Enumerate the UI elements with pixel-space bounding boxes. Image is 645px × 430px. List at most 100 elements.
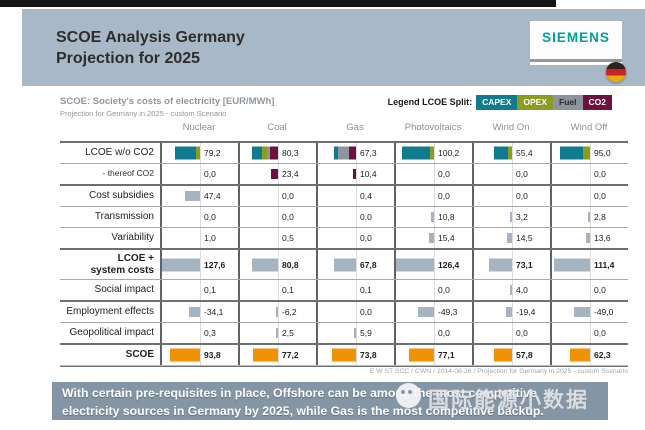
data-cell: 62,3 [550, 345, 628, 365]
cell-value: 77,1 [438, 350, 455, 360]
zero-tick [356, 164, 357, 184]
cell-value: 3,2 [516, 212, 528, 222]
data-cell: 126,4 [394, 250, 472, 279]
data-cell: 23,4 [238, 164, 316, 184]
zero-tick [356, 250, 357, 279]
data-cell: 3,2 [472, 207, 550, 227]
data-cell: 4,0 [472, 280, 550, 300]
row-label: Variability [111, 232, 154, 244]
value-bar [271, 169, 278, 179]
data-cell: 77,2 [238, 345, 316, 365]
zero-tick [512, 164, 513, 184]
data-cell: 0,0 [472, 323, 550, 343]
data-cell: 127,6 [160, 250, 238, 279]
zero-tick [434, 345, 435, 365]
cell-value: 0,1 [204, 285, 216, 295]
cell-value: 0,0 [516, 191, 528, 201]
cell-value: 0,5 [282, 233, 294, 243]
cell-value: -6,2 [282, 307, 297, 317]
cell-value: 0,0 [516, 169, 528, 179]
value-bar [189, 307, 200, 317]
legend-chip-opex: OPEX [517, 95, 554, 110]
data-cell: 15,4 [394, 228, 472, 248]
cell-value: 127,6 [204, 259, 226, 270]
zero-tick [278, 250, 279, 279]
zero-tick [356, 345, 357, 365]
cell-value: 79,2 [204, 148, 221, 158]
cell-value: 0,0 [360, 307, 372, 317]
value-bar [494, 146, 512, 160]
cell-value: 2,5 [282, 328, 294, 338]
zero-tick [278, 207, 279, 227]
data-cell: 0,0 [160, 207, 238, 227]
data-cell: 93,8 [160, 345, 238, 365]
data-cell: 0,0 [316, 228, 394, 248]
cell-value: 55,4 [516, 148, 533, 158]
data-cell: 0,5 [238, 228, 316, 248]
cell-value: 57,8 [516, 350, 533, 360]
cell-value: -34,1 [204, 307, 224, 317]
legend-chip-fuel: Fuel [553, 95, 583, 110]
cell-value: 0,0 [282, 191, 294, 201]
zero-tick [356, 228, 357, 248]
data-cell: 0,0 [394, 280, 472, 300]
table-row: LCOE w/o CO2 79,2 80,3 67,3 100,2 55,4 95,0 [60, 141, 628, 163]
cell-value: 100,2 [438, 148, 460, 158]
cell-value: 0,1 [282, 285, 294, 295]
zero-tick [278, 228, 279, 248]
wechat-icon [396, 383, 421, 408]
data-cell: 111,4 [550, 250, 628, 279]
zero-tick [200, 164, 201, 184]
bar-segment-opex [508, 146, 512, 160]
table-row: Social impact 0,1 0,1 0,1 0,0 4,0 0,0 [60, 279, 628, 300]
zero-tick [278, 143, 279, 163]
table-row: Transmission 0,0 0,0 0,0 10,8 3,2 2,8 [60, 206, 628, 227]
footer-note: E W ST SCC / CWN / 2014-08-26 / Projecti… [369, 368, 628, 375]
cell-value: 1,0 [204, 233, 216, 243]
zero-tick [590, 302, 591, 322]
data-cell: 95,0 [550, 143, 628, 163]
value-bar [162, 258, 200, 271]
zero-tick [434, 323, 435, 343]
zero-tick [278, 345, 279, 365]
zero-tick [590, 345, 591, 365]
zero-tick [200, 186, 201, 206]
column-header: Nuclear [182, 122, 216, 133]
value-bar [510, 212, 512, 222]
value-bar [586, 233, 590, 243]
zero-tick [278, 323, 279, 343]
data-cell: 0,0 [472, 186, 550, 206]
page-title: SCOE Analysis Germany Projection for 202… [56, 28, 245, 70]
value-bar [175, 146, 200, 160]
value-bar [332, 348, 356, 362]
value-bar [252, 258, 278, 271]
value-bar [170, 348, 200, 362]
cell-value: -19,4 [516, 307, 536, 317]
zero-tick [200, 143, 201, 163]
cell-value: 10,4 [360, 169, 377, 179]
zero-tick [512, 280, 513, 300]
bar-segment-capex [402, 146, 430, 160]
cell-value: 80,8 [282, 259, 299, 270]
watermark-text: 国际能源小数据 [428, 389, 589, 412]
zero-tick [590, 250, 591, 279]
data-cell: 0,0 [394, 164, 472, 184]
data-cell: 80,8 [238, 250, 316, 279]
cell-value: 73,1 [516, 259, 533, 270]
cell-value: 62,3 [594, 350, 611, 360]
legend-label: Legend LCOE Split: [387, 97, 473, 108]
data-cell: -49,3 [394, 302, 472, 322]
zero-tick [512, 345, 513, 365]
cell-value: 23,4 [282, 169, 299, 179]
data-cell: 100,2 [394, 143, 472, 163]
cell-value: 67,8 [360, 259, 377, 270]
data-cell: 2,8 [550, 207, 628, 227]
bar-segment-co2 [270, 146, 278, 160]
zero-tick [512, 207, 513, 227]
scoe-definition: SCOE: Society's costs of electricity [EU… [60, 96, 275, 107]
cell-value: 0,0 [438, 328, 450, 338]
row-label: Employment effects [66, 306, 154, 318]
zero-tick [590, 164, 591, 184]
data-cell: 0,0 [394, 186, 472, 206]
